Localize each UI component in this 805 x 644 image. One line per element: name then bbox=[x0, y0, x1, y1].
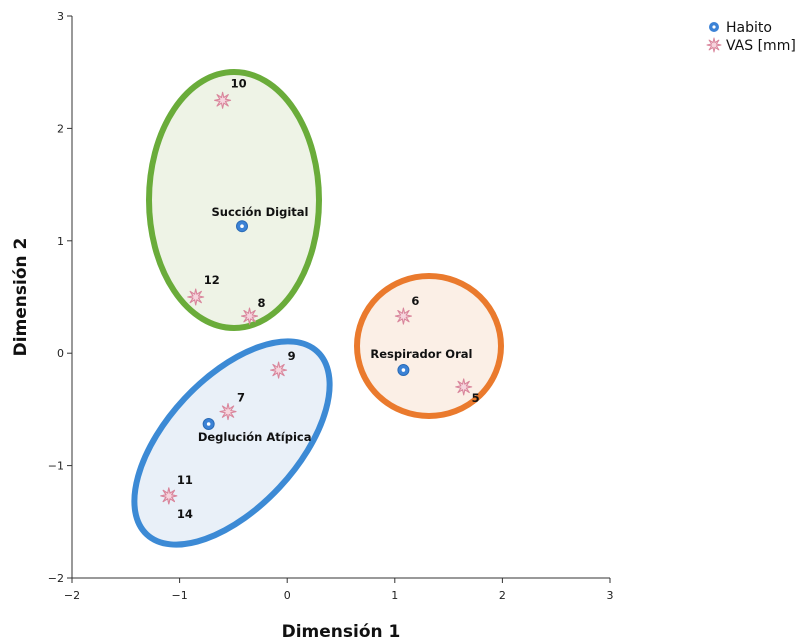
point-habito-deglucion-atipica bbox=[202, 418, 215, 431]
y-tick-label: −2 bbox=[48, 572, 64, 585]
point-label-7: 7 bbox=[237, 391, 245, 405]
point-label-respirador-oral: Respirador Oral bbox=[370, 347, 472, 361]
point-vas-14 bbox=[160, 487, 178, 505]
point-label-deglucion-atipica: Deglución Atípica bbox=[198, 430, 312, 444]
point-label-12: 12 bbox=[204, 273, 220, 287]
legend-habito-label: Habito bbox=[726, 20, 772, 36]
point-label-5: 5 bbox=[472, 391, 480, 405]
cluster-ellipses bbox=[131, 69, 504, 548]
legend-habito-marker-center bbox=[712, 25, 716, 29]
x-tick-label: −2 bbox=[64, 589, 80, 602]
point-vas-8 bbox=[240, 307, 259, 325]
x-tick-label: 2 bbox=[499, 589, 506, 602]
point-labels: Succión Digital Respirador Oral Deglución … bbox=[177, 76, 480, 521]
point-habito-succion-digital bbox=[236, 220, 249, 233]
point-label-6: 6 bbox=[411, 294, 419, 308]
y-tick-label: 1 bbox=[57, 235, 64, 248]
point-habito-respirador-oral bbox=[397, 364, 410, 377]
point-label-8: 8 bbox=[258, 296, 266, 310]
y-tick-label: 2 bbox=[57, 122, 64, 135]
y-tick-label: −1 bbox=[48, 460, 64, 473]
point-label-succion-digital: Succión Digital bbox=[212, 205, 309, 219]
point-label-11: 11 bbox=[177, 473, 193, 487]
x-tick-label: 1 bbox=[391, 589, 398, 602]
y-tick-label: 3 bbox=[57, 10, 64, 23]
data-points bbox=[160, 91, 473, 505]
point-label-10: 10 bbox=[231, 76, 247, 90]
x-tick-label: 0 bbox=[284, 589, 291, 602]
y-axis-title: Dimensión 2 bbox=[11, 238, 31, 357]
point-vas-12 bbox=[187, 288, 205, 306]
legend-vas-label: VAS [mm] bbox=[726, 38, 796, 54]
axes bbox=[71, 16, 610, 579]
point-vas-6 bbox=[394, 307, 412, 325]
cluster-ellipse-deglucion-atipica bbox=[131, 338, 333, 548]
point-vas-10 bbox=[214, 91, 232, 109]
cluster-ellipse-succion-digital bbox=[146, 69, 322, 331]
legend-item-habito: Habito bbox=[709, 20, 772, 36]
legend-item-vas: VAS [mm] bbox=[706, 37, 796, 54]
legend: Habito VAS [mm] bbox=[706, 20, 796, 54]
x-tick-label: −1 bbox=[171, 589, 187, 602]
point-vas-7 bbox=[219, 403, 237, 421]
x-axis-title: Dimensión 1 bbox=[282, 622, 401, 642]
cluster-ellipse-respirador-oral bbox=[354, 273, 504, 419]
point-vas-5 bbox=[455, 378, 473, 396]
legend-vas-marker-icon bbox=[706, 37, 722, 53]
y-tick-label: 0 bbox=[57, 347, 64, 360]
point-vas-9 bbox=[270, 361, 288, 379]
point-label-14: 14 bbox=[177, 507, 193, 521]
point-label-9: 9 bbox=[288, 349, 296, 363]
x-tick-label: 3 bbox=[607, 589, 614, 602]
